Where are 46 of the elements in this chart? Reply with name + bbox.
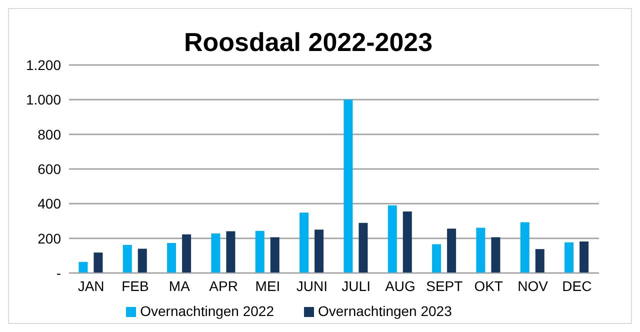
- x-tick-label: OKT: [474, 278, 504, 294]
- bar: [78, 262, 88, 273]
- legend-label: Overnachtingen 2022: [140, 303, 274, 319]
- bar: [138, 248, 147, 273]
- x-tick-label: FEB: [122, 278, 149, 294]
- x-tick-label: JULI: [342, 278, 370, 294]
- bar: [211, 233, 220, 273]
- bar: [358, 222, 368, 273]
- x-tick-label: JAN: [78, 278, 104, 294]
- bar: [182, 234, 192, 273]
- bar: [476, 228, 486, 273]
- bar: [122, 244, 132, 273]
- y-tick-label: 200: [38, 230, 62, 246]
- y-tick-label: 800: [38, 126, 62, 142]
- bar: [300, 212, 309, 273]
- x-tick-label: SEPT: [426, 278, 464, 294]
- y-tick-label: 1.200: [26, 56, 62, 73]
- y-tick-label: 600: [38, 160, 62, 177]
- bar: [447, 228, 456, 273]
- bar: [255, 230, 264, 273]
- bar: [402, 211, 412, 273]
- y-tick-label: 1.000: [26, 92, 62, 108]
- x-tick-label: NOV: [518, 278, 549, 294]
- bar: [388, 205, 397, 273]
- bar: [432, 244, 442, 273]
- bar: [535, 249, 544, 273]
- bar: [344, 100, 353, 273]
- bar: [520, 222, 530, 273]
- bar: [94, 252, 103, 273]
- x-tick-label: DEC: [562, 278, 592, 294]
- bar: [226, 231, 236, 273]
- bar: [491, 237, 500, 273]
- bar: [564, 242, 574, 273]
- bar: [314, 230, 324, 273]
- x-tick-label: JUNI: [296, 278, 328, 294]
- x-tick-label: MA: [168, 278, 191, 294]
- chart-title: Roosdaal 2022-2023: [184, 27, 433, 58]
- x-tick-label: MEI: [255, 278, 280, 294]
- y-tick-label: -: [56, 264, 62, 281]
- bar: [580, 241, 589, 273]
- bar: [167, 243, 176, 273]
- bar: [270, 237, 280, 273]
- legend-label: Overnachtingen 2023: [318, 303, 452, 319]
- x-tick-label: AUG: [385, 278, 416, 294]
- x-tick-label: APR: [209, 278, 238, 294]
- y-tick-label: 400: [38, 196, 62, 212]
